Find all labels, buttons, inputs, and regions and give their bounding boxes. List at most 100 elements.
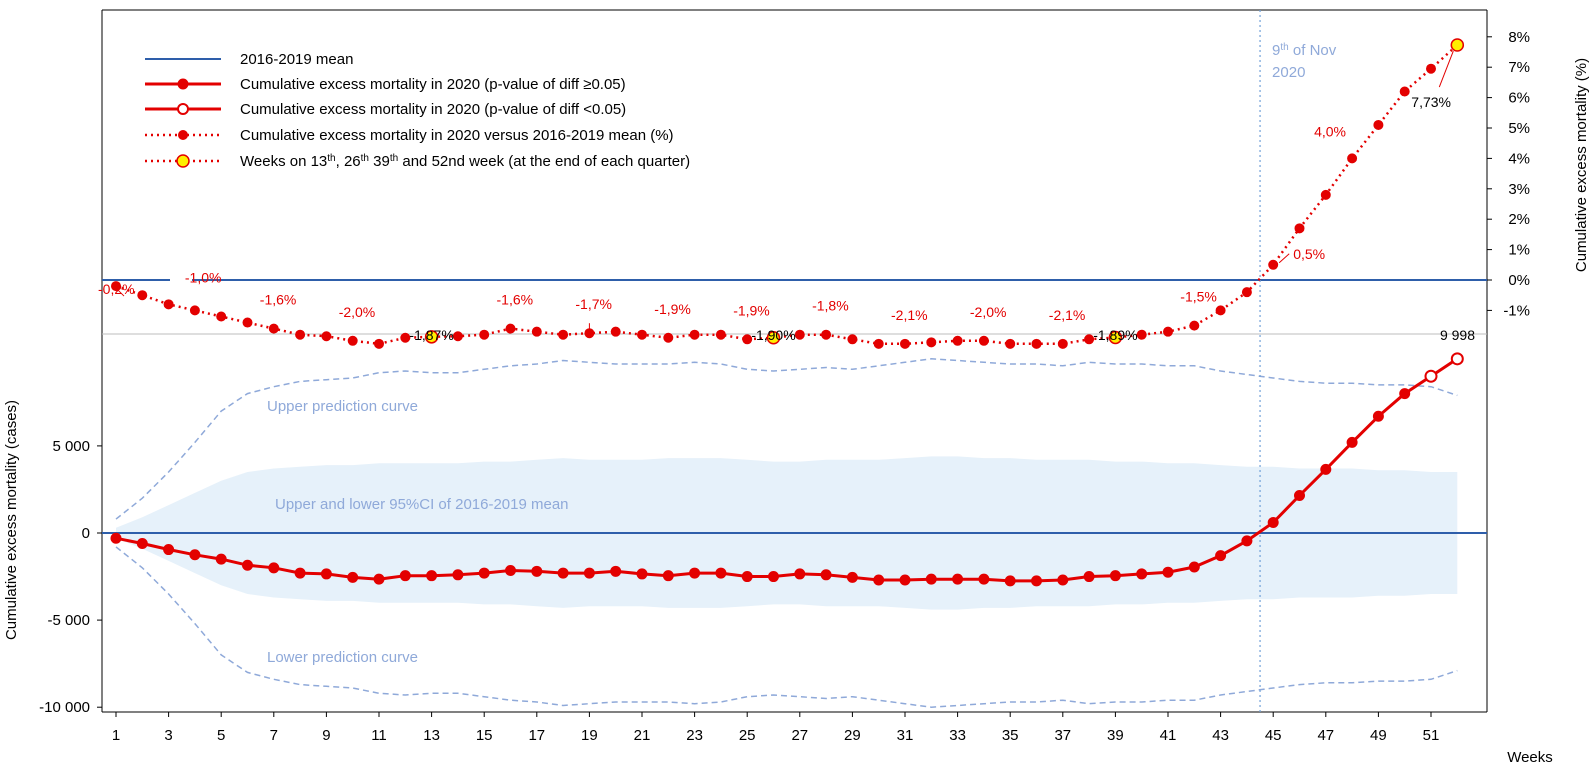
percent-point-week-41 [1163,326,1173,337]
leader-week-1 [117,289,125,297]
x-tick-label-19: 19 [581,727,598,744]
percent-annotation-week-22: -1,9% [654,301,691,317]
percent-point-week-14 [452,331,463,342]
percent-annotation-week-34: -2,0% [970,304,1007,320]
percent-point-week-46 [1294,223,1305,234]
cases-point-week-20 [610,565,622,577]
percent-annotation-week-37: -2,1% [1049,307,1086,323]
x-tick-label-33: 33 [949,727,966,744]
right-tick-label-5: 3% [1508,181,1530,198]
percent-annotation-week-52: 7,73% [1411,94,1451,110]
percent-annotation-week-25: -1,9% [733,302,770,318]
percent-point-week-24 [715,329,726,340]
percent-point-week-43 [1215,305,1226,316]
cases-point-week-19 [583,567,595,579]
left-axis-title: Cumulative excess mortality (cases) [3,400,20,640]
percent-point-week-12 [400,332,411,343]
percent-point-week-52 [1450,38,1465,52]
percent-point-week-10 [347,335,358,346]
percent-annotation-week-16: -1,6% [497,292,534,308]
legend-label-1: Cumulative excess mortality in 2020 (p-v… [240,76,626,93]
percent-annotation-week-45: 0,5% [1293,246,1325,262]
cases-point-week-49 [1372,410,1384,422]
x-tick-label-41: 41 [1160,727,1177,744]
x-tick-label-43: 43 [1212,727,1229,744]
x-tick-label-7: 7 [270,727,278,744]
percent-annotation-week-31: -2,1% [891,307,928,323]
percent-annotation-week-4: -1,0% [185,269,222,285]
cases-point-week-43 [1215,550,1227,562]
right-tick-label-1: 7% [1508,59,1530,76]
x-tick-label-35: 35 [1002,727,1019,744]
upper-prediction-label: Upper prediction curve [267,398,418,415]
percent-annotation-week-7: -1,6% [260,292,297,308]
x-tick-label-39: 39 [1107,727,1124,744]
legend-label-2: Cumulative excess mortality in 2020 (p-v… [240,101,626,118]
cases-point-week-32 [925,573,937,585]
cases-point-week-3 [163,544,175,556]
cases-point-week-37 [1057,574,1069,586]
cases-point-week-13 [426,570,438,582]
left-tick-label-1: 0 [82,525,90,542]
percent-annotation-week-1: -0,2% [98,281,135,297]
cases-point-week-27 [794,568,806,580]
percent-point-week-7 [268,323,279,334]
quarter-summary-week-13: -1,87% [409,327,453,343]
cases-point-week-14 [452,569,464,581]
percent-point-week-6 [242,317,253,328]
legend-swatch-percent-dot [178,130,188,140]
percent-point-week-20 [610,326,621,337]
legend-label-3: Cumulative excess mortality in 2020 vers… [240,127,674,144]
cases-point-week-33 [952,573,964,585]
right-tick-label-0: 8% [1508,29,1530,46]
legend-label-4: Weeks on 13th, 26th 39th and 52nd week (… [240,153,690,171]
cases-point-week-28 [820,569,832,581]
x-tick-label-5: 5 [217,727,225,744]
cases-point-week-18 [557,567,569,579]
cases-point-week-17 [531,565,543,577]
cases-point-week-34 [978,573,990,585]
percent-point-week-8 [295,329,306,340]
cases-point-week-38 [1083,571,1095,583]
cases-point-week-6 [242,559,253,571]
cases-point-week-22 [662,570,674,582]
leader-week-52 [1438,50,1454,88]
percent-point-week-16 [505,323,516,334]
x-tick-label-49: 49 [1370,727,1387,744]
cases-point-week-2 [136,537,148,549]
right-tick-label-3: 5% [1508,120,1530,137]
cases-point-week-12 [399,570,411,582]
right-tick-label-4: 4% [1508,150,1530,167]
lower-prediction-label: Lower prediction curve [267,649,418,666]
cases-point-week-51 [1424,369,1438,383]
left-tick-label-3: -10 000 [39,699,90,716]
legend-swatch-quarter-dot [176,154,190,168]
cases-point-week-25 [741,571,753,583]
percent-point-week-9 [321,331,332,342]
quarter-summary-week-26: -1,90% [751,327,795,343]
percent-point-week-38 [1084,334,1095,345]
cases-point-week-11 [373,573,385,585]
cases-point-week-36 [1031,575,1042,587]
cases-point-week-50 [1399,388,1411,400]
x-tick-label-31: 31 [897,727,914,744]
left-tick-label-0: 5 000 [52,438,90,455]
percent-point-week-35 [1005,338,1016,349]
x-tick-label-17: 17 [528,727,545,744]
percent-point-week-40 [1136,329,1147,340]
cases-point-week-15 [478,567,490,579]
percent-point-week-4 [189,305,200,316]
cases-point-week-46 [1294,490,1305,502]
percent-point-week-39 [1108,330,1123,345]
percent-point-week-17 [531,326,542,337]
legend-swatch-sig-dot [177,103,189,115]
x-tick-label-15: 15 [476,727,493,744]
cases-point-week-16 [505,564,516,576]
cases-point-week-4 [189,549,201,561]
leader-week-45 [1278,253,1290,264]
x-tick-label-23: 23 [686,727,703,744]
percent-point-week-36 [1031,338,1042,349]
percent-annotation-week-48: 4,0% [1314,123,1346,139]
